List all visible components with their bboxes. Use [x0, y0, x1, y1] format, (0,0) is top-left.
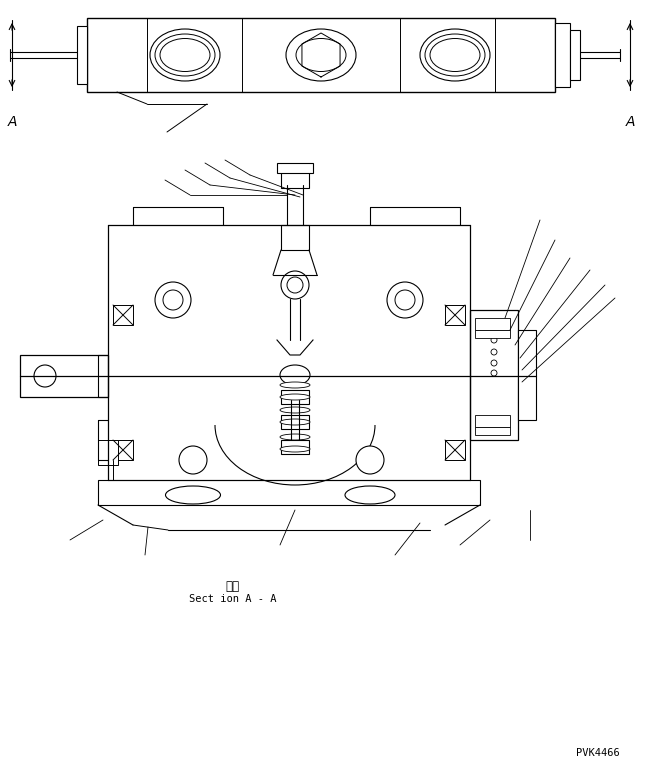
Bar [113, 305, 133, 325]
Ellipse shape [296, 39, 346, 72]
Bar [277, 163, 313, 173]
Ellipse shape [280, 419, 310, 425]
Circle shape [395, 290, 415, 310]
Circle shape [491, 360, 497, 366]
Circle shape [387, 282, 423, 318]
Circle shape [155, 282, 191, 318]
Circle shape [163, 290, 183, 310]
Bar [445, 305, 465, 325]
Ellipse shape [280, 407, 310, 413]
Bar [77, 26, 87, 84]
Circle shape [34, 365, 56, 387]
Bar [475, 427, 510, 435]
Ellipse shape [166, 486, 221, 504]
Bar [555, 23, 570, 87]
Text: Sect ion A - A: Sect ion A - A [190, 594, 277, 604]
Ellipse shape [280, 394, 310, 400]
Bar [20, 355, 108, 397]
Bar [475, 415, 510, 427]
Text: A: A [7, 115, 17, 129]
Text: PVK4466: PVK4466 [576, 748, 620, 758]
Bar [475, 318, 510, 330]
Circle shape [491, 337, 497, 343]
Bar [475, 330, 510, 338]
Ellipse shape [280, 446, 310, 452]
Ellipse shape [155, 34, 215, 76]
Text: 断面: 断面 [226, 580, 240, 593]
Ellipse shape [420, 29, 490, 81]
Bar [281, 170, 309, 188]
Ellipse shape [430, 39, 480, 72]
Circle shape [287, 277, 303, 293]
Bar [113, 440, 133, 460]
Bar [518, 330, 536, 420]
Ellipse shape [286, 29, 356, 81]
Bar [570, 30, 580, 80]
Bar [470, 310, 518, 440]
Ellipse shape [150, 29, 220, 81]
Circle shape [356, 446, 384, 474]
Bar [445, 440, 465, 460]
Ellipse shape [425, 34, 485, 76]
Bar [281, 415, 309, 429]
Text: A: A [625, 115, 635, 129]
Bar [98, 480, 480, 505]
Bar [87, 18, 555, 92]
Circle shape [281, 271, 309, 299]
Ellipse shape [160, 39, 210, 72]
Circle shape [491, 370, 497, 376]
Bar [281, 440, 309, 454]
Ellipse shape [280, 382, 310, 388]
Bar [98, 440, 118, 465]
Circle shape [491, 349, 497, 355]
Circle shape [179, 446, 207, 474]
Bar [281, 390, 309, 404]
Ellipse shape [280, 434, 310, 440]
Bar [281, 225, 309, 250]
Ellipse shape [280, 365, 310, 385]
Ellipse shape [345, 486, 395, 504]
